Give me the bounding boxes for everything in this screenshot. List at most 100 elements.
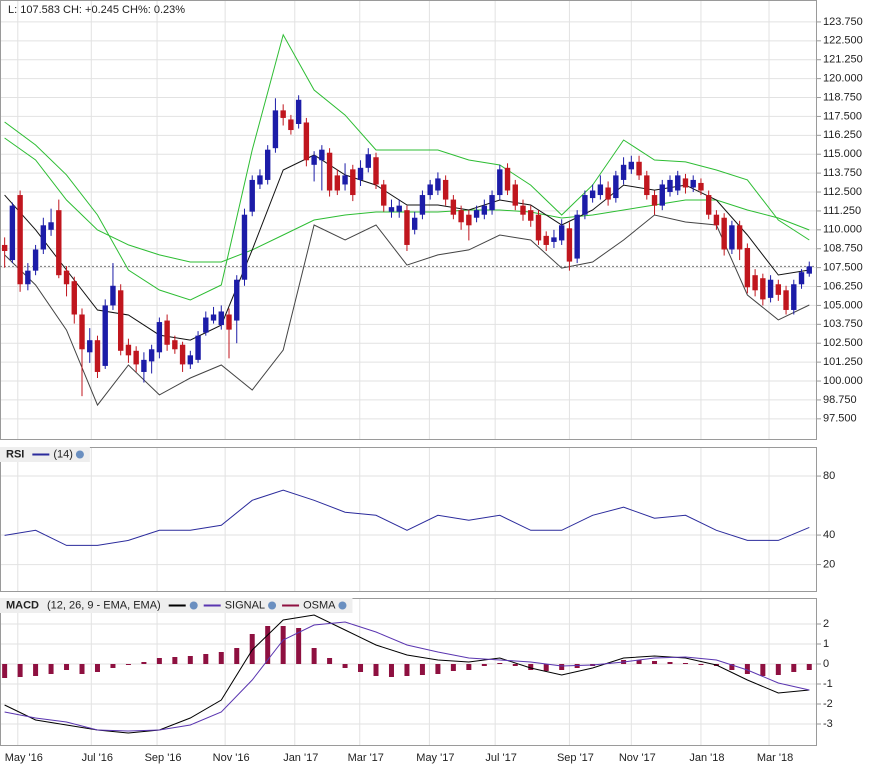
candle-body (520, 205, 526, 215)
candle-body (597, 184, 604, 196)
histogram-bar (559, 664, 565, 670)
legend-label: SIGNAL (225, 599, 265, 611)
candle-body (481, 205, 488, 215)
candle-body (350, 169, 356, 196)
candle-body (48, 222, 54, 230)
candle-body (156, 322, 163, 353)
candle-body (760, 278, 766, 300)
candle-body (264, 149, 271, 180)
y-tick-label: 40 (823, 529, 835, 541)
candle-body (110, 285, 116, 306)
candle-body (357, 167, 364, 180)
histogram-bar (543, 664, 549, 671)
candle-body (659, 184, 665, 206)
candle-body (713, 214, 720, 226)
y-tick-label: 0 (823, 658, 829, 670)
x-tick-label: Jan '18 (689, 752, 724, 764)
histogram-bar (141, 662, 147, 664)
histogram-bar (125, 664, 131, 665)
y-tick-label: 123.750 (823, 16, 863, 28)
y-tick-label: 108.750 (823, 243, 863, 255)
candle-body (164, 320, 170, 345)
histogram-bar (327, 658, 333, 664)
y-tick-label: 106.250 (823, 280, 863, 292)
candle-body (404, 210, 410, 245)
candle-body (87, 340, 93, 353)
candle-body (226, 314, 232, 330)
candle-body (411, 217, 418, 230)
y-tick-label: 101.250 (823, 356, 863, 368)
candle-body (117, 290, 124, 351)
candle-body (489, 195, 495, 211)
candle-body (721, 217, 727, 250)
y-tick-label: -2 (823, 698, 833, 710)
candle-body (497, 169, 503, 196)
candle-body (636, 161, 642, 176)
x-tick-label: Jul '17 (485, 752, 516, 764)
candle-body (102, 305, 108, 366)
candle-body (133, 350, 139, 365)
histogram-bar (744, 664, 750, 674)
histogram-bar (249, 634, 255, 664)
candle-body (172, 340, 178, 350)
histogram-bar (574, 664, 580, 668)
histogram-bar (528, 664, 534, 670)
candle-body (613, 175, 619, 199)
candle-body (783, 290, 789, 310)
x-tick-label: Jan '17 (283, 752, 318, 764)
candle-body (388, 207, 395, 212)
histogram-bar (373, 664, 379, 676)
candle-body (512, 184, 518, 206)
legend-toggle (75, 450, 84, 459)
candle-body (450, 199, 457, 215)
histogram-bar (497, 663, 503, 664)
y-tick-label: 113.750 (823, 167, 862, 179)
histogram-bar (698, 664, 704, 665)
candle-body (698, 182, 704, 191)
candle-body (195, 335, 201, 360)
histogram-bar (358, 664, 364, 672)
candle-body (504, 167, 511, 191)
overlay-line (4, 33, 810, 301)
candle-body (303, 122, 310, 161)
candle-body (9, 205, 16, 261)
legend-toggle (338, 601, 347, 610)
histogram-bar (729, 664, 735, 670)
histogram-bar (806, 664, 812, 670)
histogram-bar (203, 654, 209, 664)
candle-body (148, 349, 155, 362)
y-tick-label: 20 (823, 558, 835, 570)
candle-body (667, 179, 673, 193)
candle-body (342, 175, 348, 185)
candle-body (210, 314, 217, 321)
y-tick-label: 116.250 (823, 129, 862, 141)
candle-body (752, 275, 758, 291)
series-line (4, 489, 810, 546)
candle-body (528, 210, 534, 221)
x-tick-label: May '17 (416, 752, 454, 764)
panel-title: MACD (6, 599, 39, 611)
histogram-bar (234, 648, 240, 664)
candle-body (690, 179, 696, 188)
histogram-bar (791, 664, 797, 672)
candle-body (767, 279, 774, 298)
candle-body (311, 155, 317, 165)
histogram-bar (682, 663, 688, 664)
y-tick-label: 115.000 (823, 148, 862, 160)
histogram-bar (64, 664, 70, 670)
y-tick-label: 121.250 (823, 54, 863, 66)
candle-body (56, 210, 62, 276)
y-tick-label: -3 (823, 718, 833, 730)
histogram-bar (110, 664, 116, 668)
candle-body (319, 149, 325, 161)
candle-body (125, 344, 132, 356)
candle-body (682, 178, 689, 188)
histogram-bar (450, 664, 456, 671)
histogram-bar (172, 657, 178, 664)
y-tick-label: 112.500 (823, 186, 862, 198)
histogram-bar (419, 664, 425, 675)
legend-toggle (268, 601, 277, 610)
candle-body (736, 225, 743, 250)
histogram-bar (33, 664, 39, 676)
